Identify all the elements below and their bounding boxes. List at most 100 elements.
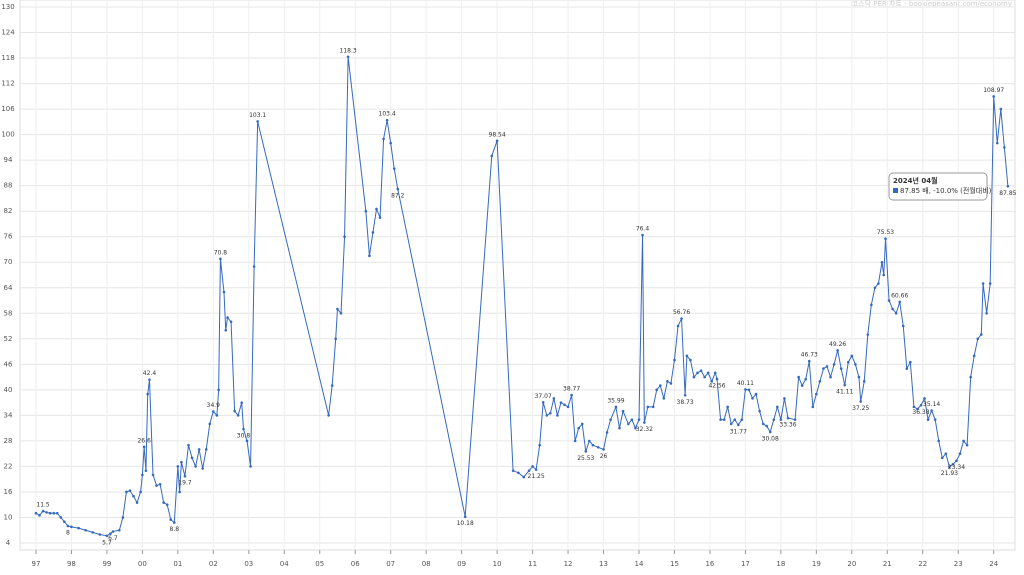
data-point: [751, 397, 754, 400]
data-point: [34, 511, 38, 515]
y-tick-label: 124: [1, 29, 15, 37]
x-tick-label: 18: [776, 560, 785, 568]
data-point: [522, 475, 526, 479]
data-point: [169, 518, 173, 521]
data-point: [740, 418, 744, 421]
data-label: 30.08: [762, 436, 779, 443]
x-tick-label: 22: [918, 560, 927, 568]
y-tick-label: 64: [4, 284, 13, 292]
data-point: [183, 474, 187, 478]
data-point: [566, 405, 570, 409]
data-label: 98.54: [489, 131, 506, 138]
data-point: [148, 378, 151, 381]
data-point: [646, 405, 650, 409]
data-point: [1003, 146, 1006, 149]
data-point: [52, 511, 55, 515]
data-point: [382, 137, 385, 141]
data-point: [699, 369, 703, 373]
data-point: [713, 371, 717, 375]
data-point: [779, 418, 783, 421]
data-point: [77, 526, 80, 530]
data-point: [972, 354, 976, 358]
data-point: [180, 460, 183, 464]
data-point: [992, 95, 996, 98]
data-point: [880, 260, 884, 264]
data-point: [948, 465, 951, 469]
data-point: [980, 333, 983, 336]
data-point: [563, 403, 566, 407]
data-point: [545, 414, 549, 417]
y-tick-label: 100: [1, 131, 14, 139]
data-point: [146, 392, 150, 396]
watermark: 코스닥 PER 차트 - bookiepeasant.com/economy: [852, 0, 1012, 8]
data-point: [758, 409, 761, 413]
data-point: [256, 120, 259, 123]
data-point: [141, 473, 144, 477]
data-label: 103.4: [379, 111, 396, 118]
data-point: [811, 405, 815, 409]
data-label: 40.11: [737, 380, 754, 387]
data-label: 87.2: [391, 193, 405, 200]
data-point: [559, 401, 563, 404]
data-label: 8: [66, 529, 70, 536]
data-label: 56.76: [673, 309, 690, 316]
tooltip: 2024년 04월 87.85 배, -10.0% (전월대비): [888, 172, 992, 201]
data-point: [715, 377, 719, 381]
data-label: 118.3: [340, 47, 357, 54]
y-tick-label: 40: [4, 386, 13, 394]
x-tick-label: 98: [67, 560, 76, 568]
data-label: 34.9: [207, 402, 221, 409]
data-label: 21.93: [941, 470, 958, 477]
data-point: [609, 418, 612, 421]
data-point: [105, 534, 109, 538]
data-point: [793, 418, 797, 421]
x-tick-label: 20: [847, 560, 856, 568]
data-point: [894, 311, 898, 315]
data-point: [692, 375, 696, 379]
data-point: [909, 360, 912, 364]
data-label: 19.7: [178, 480, 192, 487]
data-point: [923, 397, 926, 400]
data-point: [162, 501, 165, 504]
data-point: [233, 409, 236, 413]
data-point: [45, 511, 48, 514]
data-point: [204, 448, 208, 451]
data-point: [822, 367, 825, 370]
data-point: [669, 382, 673, 385]
data-point: [602, 448, 605, 451]
data-point: [385, 118, 389, 122]
data-point: [570, 393, 573, 397]
data-point: [696, 371, 699, 375]
y-tick-label: 94: [4, 156, 13, 164]
data-point: [139, 490, 142, 494]
data-label: 60.66: [891, 292, 908, 299]
data-point: [884, 237, 887, 241]
data-point: [588, 439, 591, 443]
data-point: [187, 443, 190, 447]
data-point: [905, 367, 909, 370]
data-point: [676, 324, 680, 328]
data-point: [584, 450, 588, 453]
data-point: [556, 414, 559, 417]
data-point: [706, 371, 710, 375]
data-point: [190, 456, 194, 460]
data-point: [364, 209, 368, 213]
data-point: [135, 501, 139, 504]
x-tick-label: 23: [954, 560, 963, 568]
x-tick-label: 14: [635, 560, 644, 568]
data-label: 23.34: [948, 464, 965, 471]
data-point: [744, 388, 747, 391]
data-point: [685, 354, 689, 358]
data-label: 6.7: [108, 535, 118, 542]
x-tick-label: 07: [386, 560, 395, 568]
x-tick-label: 01: [173, 560, 182, 568]
data-point: [637, 418, 641, 421]
data-point: [944, 452, 948, 455]
data-point: [658, 384, 662, 387]
data-point: [252, 265, 256, 268]
data-point: [846, 360, 850, 364]
data-point: [916, 407, 919, 411]
data-point: [859, 400, 862, 403]
data-point: [768, 430, 772, 434]
